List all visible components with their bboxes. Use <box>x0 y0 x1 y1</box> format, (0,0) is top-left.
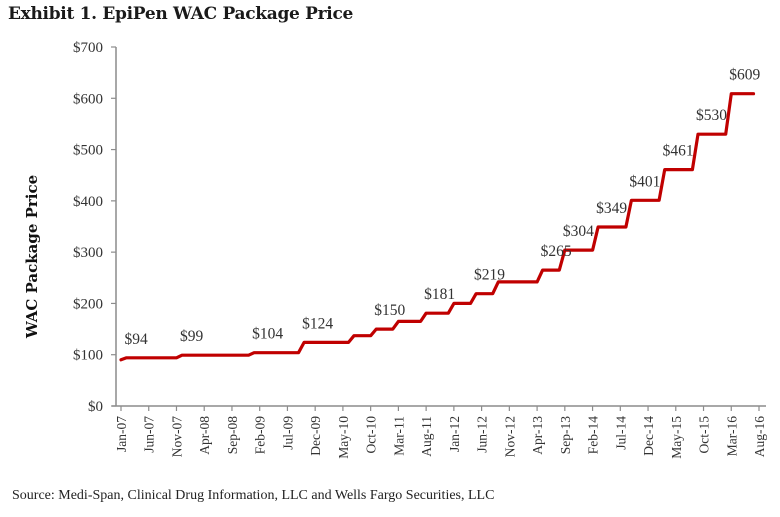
data-label: $124 <box>302 315 333 332</box>
x-tick-label: Jan-12 <box>447 416 462 452</box>
x-tick-label: Apr-13 <box>530 416 545 455</box>
series-line <box>119 92 756 362</box>
data-label: $609 <box>729 67 760 84</box>
x-tick-label: Mar-16 <box>724 416 739 456</box>
x-tick-label: Feb-14 <box>586 416 601 454</box>
x-tick-label: Dec-14 <box>641 416 656 456</box>
data-label: $150 <box>374 302 405 319</box>
data-label: $99 <box>180 328 204 345</box>
y-tick-label: $600 <box>73 91 103 107</box>
y-tick-label: $500 <box>73 143 103 159</box>
data-label: $219 <box>474 267 505 284</box>
x-tick-label: Nov-12 <box>502 416 517 457</box>
x-tick-label: Apr-08 <box>197 416 212 455</box>
y-tick-label: $700 <box>73 40 103 56</box>
data-label: $304 <box>563 223 594 240</box>
x-tick-label: Mar-11 <box>391 416 406 456</box>
y-tick-label: $200 <box>73 296 103 312</box>
data-label: $401 <box>629 173 660 190</box>
data-label: $265 <box>541 243 572 260</box>
chart-title: Exhibit 1. EpiPen WAC Package Price <box>8 4 354 24</box>
x-tick-label: Aug-16 <box>752 416 767 457</box>
x-tick-label: Nov-07 <box>169 416 184 457</box>
y-tick-label: $0 <box>88 399 103 415</box>
x-tick-label: Feb-09 <box>253 416 268 454</box>
x-tick-label: May-15 <box>669 416 684 459</box>
x-tick-label: May-10 <box>336 416 351 459</box>
y-axis-label: WAC Package Price <box>23 175 41 339</box>
x-tick-label: Sep-13 <box>558 416 573 454</box>
y-tick-label: $400 <box>73 194 103 210</box>
data-label: $349 <box>596 200 627 217</box>
series-line-group <box>119 92 756 362</box>
data-label: $104 <box>252 326 283 343</box>
x-tick-label: Oct-10 <box>364 416 379 454</box>
data-label: $461 <box>663 143 694 160</box>
x-tick-label: Jul-14 <box>613 416 628 450</box>
data-label: $530 <box>696 107 727 124</box>
x-tick-label: Jul-09 <box>280 416 295 450</box>
data-label: $181 <box>424 286 455 303</box>
x-tick-label: Jan-07 <box>114 416 129 452</box>
data-labels: $94 $99 $104$124$150$181$219$265$304$349$4… <box>125 67 761 348</box>
y-tick-label: $100 <box>73 348 103 364</box>
x-tick-label: Jun-12 <box>475 416 490 453</box>
x-tick-label: Aug-11 <box>419 416 434 457</box>
y-tick-label: $300 <box>73 245 103 261</box>
data-label: $94 <box>125 331 148 348</box>
x-tick-label: Sep-08 <box>225 416 240 454</box>
source-note: Source: Medi-Span, Clinical Drug Informa… <box>12 488 495 503</box>
x-tick-label: Oct-15 <box>697 416 712 454</box>
x-axis: Jan-07 Jun-07 Nov-07 Apr-08 Sep-08 Feb-09 Jul-… <box>112 405 767 459</box>
y-axis: $0 $100 $200 $300 $400 $500 $600 $700 <box>73 40 117 415</box>
x-tick-label: Dec-09 <box>308 416 323 456</box>
x-tick-label: Jun-07 <box>142 416 157 453</box>
